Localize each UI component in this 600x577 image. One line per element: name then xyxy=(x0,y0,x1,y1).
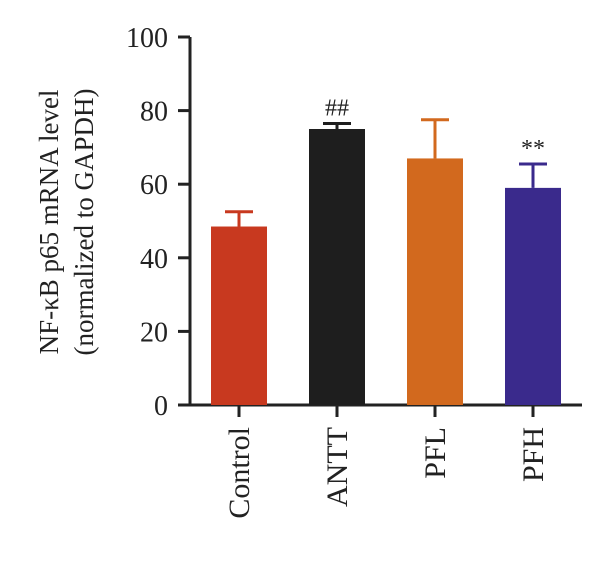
plot-area: 0 20 40 60 80 100 Control ANTT ## PFL PFH ** xyxy=(126,23,582,519)
y-tick-label: 40 xyxy=(140,244,168,275)
x-tick-label-antt: ANTT xyxy=(321,427,354,507)
x-tick-label-pfh: PFH xyxy=(517,427,550,482)
y-tick-label: 60 xyxy=(140,170,168,201)
y-tick-label: 100 xyxy=(126,23,168,54)
significance-annotation: ** xyxy=(521,136,545,162)
bar-antt xyxy=(309,129,365,405)
y-axis-label-line2: (normalized to GAPDH) xyxy=(69,89,99,356)
x-tick-label-pfl: PFL xyxy=(419,427,452,479)
y-axis-label-line1: NF-κB p65 mRNA level xyxy=(34,90,64,355)
y-tick-label: 20 xyxy=(140,317,168,348)
x-tick-label-control: Control xyxy=(223,427,256,519)
bar-pfl xyxy=(407,158,463,405)
significance-annotation: ## xyxy=(325,95,349,121)
bar-control xyxy=(211,226,267,405)
bar-pfh xyxy=(505,187,561,405)
y-tick-label: 80 xyxy=(140,97,168,128)
y-tick-label: 0 xyxy=(154,391,168,422)
